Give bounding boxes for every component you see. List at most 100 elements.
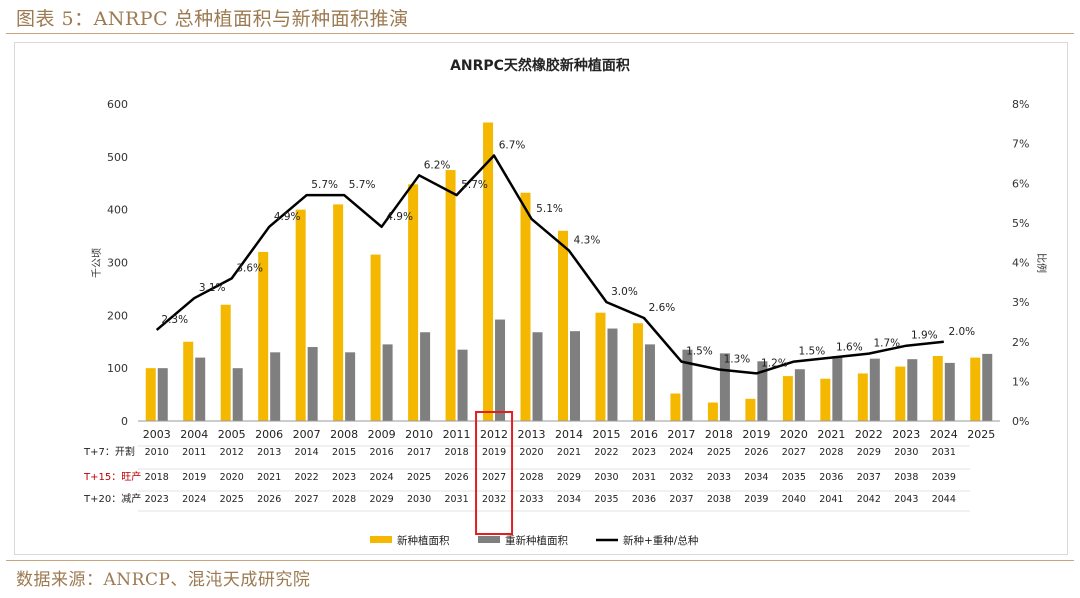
table-cell: 2012 [220, 447, 244, 458]
table-cell: 2020 [519, 447, 543, 458]
bar-new-planting [145, 368, 156, 421]
table-cell: 2010 [145, 447, 169, 458]
y2-tick-label: 4% [1012, 257, 1029, 270]
table-cell: 2027 [295, 494, 319, 505]
ratio-data-label: 1.6% [836, 342, 863, 354]
table-cell: 2025 [707, 447, 731, 458]
y-tick-label: 200 [107, 309, 128, 322]
bottom-rule [6, 560, 1074, 561]
table-cell: 2018 [145, 472, 169, 483]
y2-tick-label: 0% [1012, 415, 1029, 428]
x-tick-label: 2013 [518, 428, 546, 441]
bar-replanting [382, 344, 393, 421]
x-tick-label: 2011 [443, 428, 471, 441]
ratio-data-label: 1.3% [724, 353, 751, 365]
legend-label: 重新种植面积 [505, 534, 568, 547]
bar-new-planting [782, 376, 793, 421]
table-cell: 2043 [894, 494, 918, 505]
ratio-data-label: 1.2% [761, 357, 788, 369]
x-tick-label: 2019 [742, 428, 770, 441]
bar-new-planting [258, 251, 269, 421]
table-cell: 2035 [782, 472, 806, 483]
table-cell: 2024 [669, 447, 693, 458]
bar-replanting [532, 332, 543, 421]
table-cell: 2030 [594, 472, 618, 483]
bar-replanting [195, 357, 206, 421]
y2-tick-label: 8% [1012, 98, 1029, 111]
y2-tick-label: 1% [1012, 375, 1029, 388]
table-cell: 2036 [819, 472, 843, 483]
table-cell: 2026 [444, 472, 468, 483]
y2-tick-label: 2% [1012, 336, 1029, 349]
bar-new-planting [408, 184, 419, 421]
x-tick-label: 2022 [855, 428, 883, 441]
table-cell: 2031 [444, 494, 468, 505]
table-cell: 2031 [632, 472, 656, 483]
table-cell: 2040 [782, 494, 806, 505]
bar-new-planting [595, 312, 606, 421]
bar-replanting [457, 349, 468, 421]
bar-replanting [869, 358, 880, 421]
ratio-data-label: 1.9% [911, 330, 938, 342]
legend-label: 新种植面积 [397, 534, 450, 547]
table-cell: 2037 [669, 494, 693, 505]
table-cell: 2011 [182, 447, 206, 458]
x-tick-label: 2005 [218, 428, 246, 441]
y-tick-label: 0 [121, 415, 128, 428]
bar-new-planting [483, 122, 494, 421]
y2-tick-label: 3% [1012, 296, 1029, 309]
bar-new-planting [707, 402, 718, 421]
bar-replanting [270, 352, 281, 421]
bar-new-planting [220, 304, 231, 421]
table-cell: 2013 [257, 447, 281, 458]
table-cell: 2033 [707, 472, 731, 483]
bar-replanting [307, 347, 318, 421]
bar-new-planting [295, 209, 306, 421]
ratio-data-label: 6.2% [424, 159, 451, 171]
table-cell: 2029 [370, 494, 394, 505]
table-cell: 2033 [519, 494, 543, 505]
table-cell: 2030 [407, 494, 431, 505]
table-cell: 2041 [819, 494, 843, 505]
table-cell: 2035 [594, 494, 618, 505]
x-tick-label: 2023 [892, 428, 920, 441]
x-tick-label: 2024 [930, 428, 958, 441]
table-cell: 2031 [932, 447, 956, 458]
ratio-data-label: 1.5% [686, 346, 713, 358]
legend-swatch-new [370, 536, 392, 543]
bar-replanting [420, 332, 431, 421]
table-cell: 2042 [857, 494, 881, 505]
table-cell: 2032 [669, 472, 693, 483]
table-cell: 2044 [932, 494, 956, 505]
table-cell: 2037 [857, 472, 881, 483]
bar-replanting [682, 349, 693, 421]
bar-new-planting [370, 254, 381, 421]
table-cell: 2027 [782, 447, 806, 458]
table-cell: 2026 [744, 447, 768, 458]
bar-replanting [644, 344, 655, 421]
bar-new-planting [857, 373, 868, 421]
bar-new-planting [558, 230, 568, 421]
bar-replanting [982, 353, 993, 421]
table-cell: 2019 [482, 447, 506, 458]
chart-title: ANRPC天然橡胶新种植面积 [450, 57, 630, 74]
table-cell: 2028 [819, 447, 843, 458]
bar-new-planting [445, 170, 456, 421]
bar-replanting [757, 361, 768, 421]
table-cell: 2019 [182, 472, 206, 483]
source-note: 数据来源：ANRCP、混沌天成研究院 [16, 570, 311, 590]
table-cell: 2028 [332, 494, 356, 505]
y2-axis-title: 比例 [1035, 253, 1048, 273]
x-tick-label: 2017 [667, 428, 695, 441]
x-tick-label: 2016 [630, 428, 658, 441]
table-cell: 2021 [557, 447, 581, 458]
y-axis-title: 千公顷 [91, 248, 103, 278]
ratio-data-label: 6.7% [499, 140, 526, 152]
table-cell: 2034 [744, 472, 768, 483]
x-tick-label: 2003 [143, 428, 171, 441]
table-cell: 2024 [182, 494, 206, 505]
x-tick-label: 2012 [480, 428, 508, 441]
y2-tick-label: 5% [1012, 217, 1029, 230]
x-tick-label: 2010 [405, 428, 433, 441]
table-cell: 2038 [707, 494, 731, 505]
